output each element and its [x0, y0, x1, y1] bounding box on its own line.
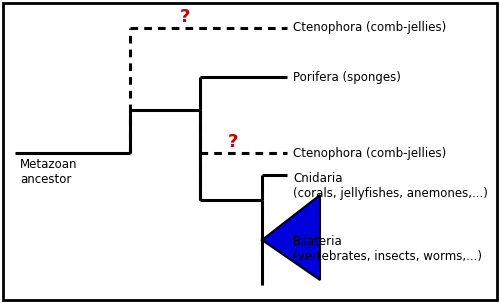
Text: Metazoan
ancestor: Metazoan ancestor — [20, 158, 78, 186]
Polygon shape — [262, 195, 320, 280]
Text: Bilateria
(vertebrates, insects, worms,...): Bilateria (vertebrates, insects, worms,.… — [293, 235, 482, 263]
Text: Cnidaria
(corals, jellyfishes, anemones,...): Cnidaria (corals, jellyfishes, anemones,… — [293, 172, 488, 200]
Text: Ctenophora (comb-jellies): Ctenophora (comb-jellies) — [293, 22, 446, 35]
Text: Porifera (sponges): Porifera (sponges) — [293, 71, 401, 84]
Text: ?: ? — [228, 133, 238, 151]
Text: Ctenophora (comb-jellies): Ctenophora (comb-jellies) — [293, 146, 446, 159]
Text: ?: ? — [180, 8, 190, 26]
